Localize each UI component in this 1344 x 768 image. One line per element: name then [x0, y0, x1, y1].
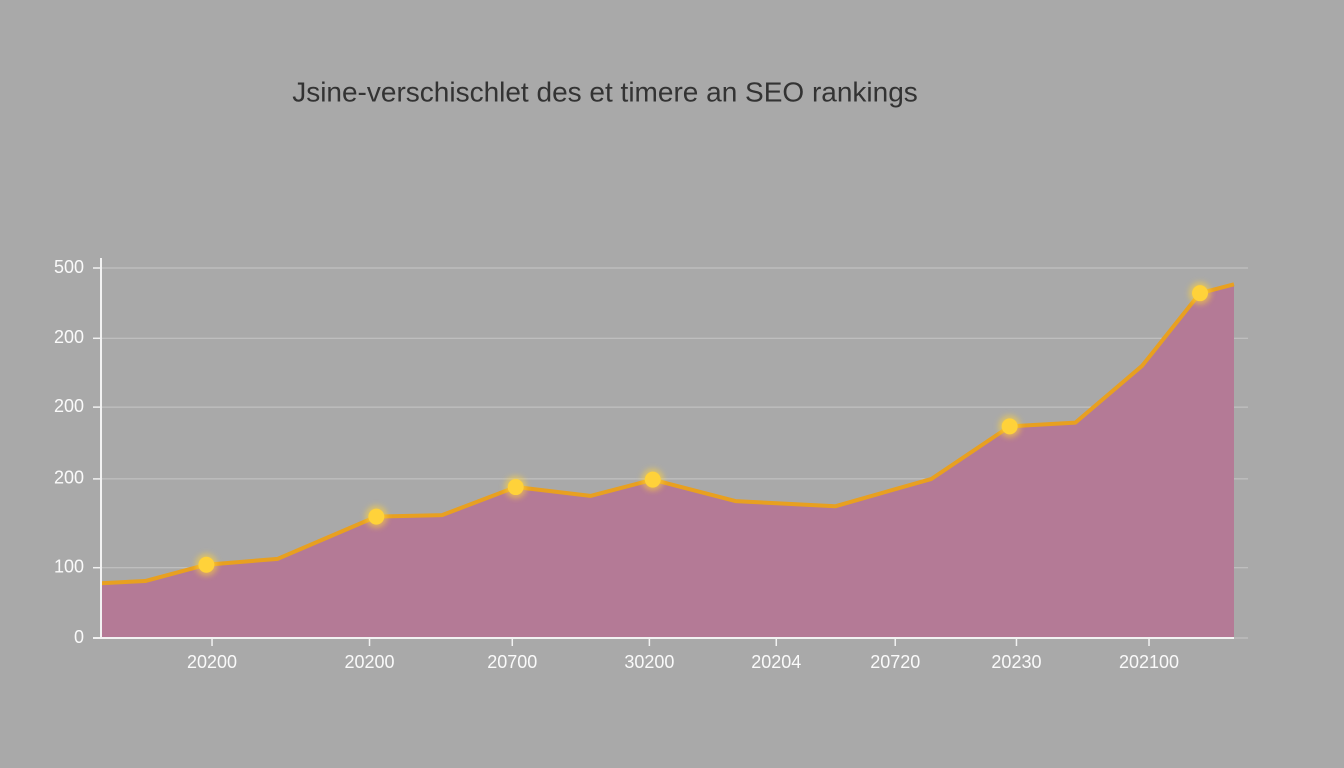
y-tick-label: 0: [74, 627, 84, 647]
x-tick-label: 20200: [187, 652, 237, 672]
marker: [644, 471, 661, 488]
marker: [1001, 418, 1018, 435]
x-tick-label: 20230: [991, 652, 1041, 672]
x-tick-label: 30200: [624, 652, 674, 672]
marker: [507, 479, 524, 496]
x-tick-label: 20720: [870, 652, 920, 672]
x-tick-label: 202100: [1119, 652, 1179, 672]
y-tick-label: 500: [54, 257, 84, 277]
marker: [1192, 285, 1209, 302]
x-tick-label: 20700: [487, 652, 537, 672]
marker: [198, 556, 215, 573]
y-tick-label: 100: [54, 556, 84, 576]
y-tick-label: 200: [54, 327, 84, 347]
chart-title: Jsine-verschischlet des et timere an SEO…: [292, 76, 918, 107]
x-tick-label: 20204: [751, 652, 801, 672]
y-tick-label: 200: [54, 468, 84, 488]
y-tick-label: 200: [54, 396, 84, 416]
area: [101, 284, 1234, 638]
marker: [368, 508, 385, 525]
x-tick-label: 20200: [344, 652, 394, 672]
